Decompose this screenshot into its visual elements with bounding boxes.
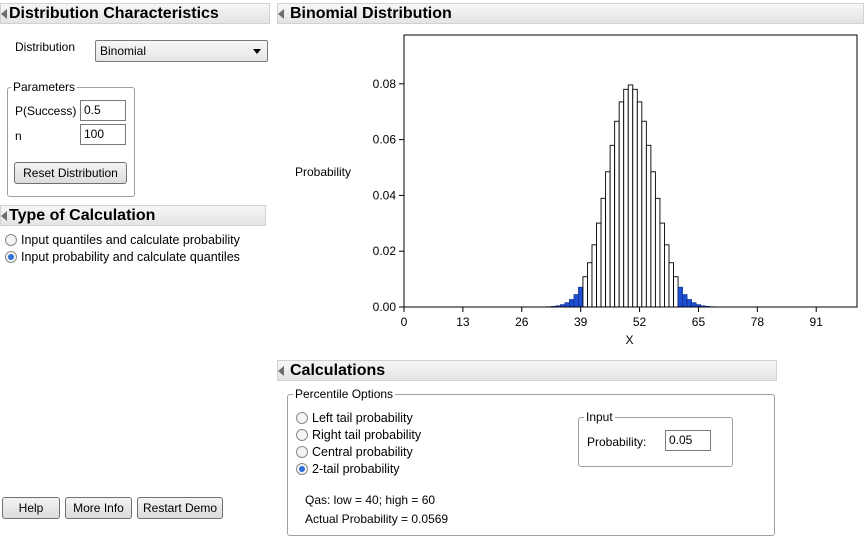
probability-input[interactable]: 0.05 bbox=[665, 430, 711, 451]
bar-x-61 bbox=[677, 286, 683, 308]
radio-button[interactable] bbox=[296, 429, 308, 441]
radio-two-tail[interactable]: 2-tail probability bbox=[296, 461, 400, 477]
x-tick-label: 52 bbox=[633, 315, 647, 329]
parameters-title: Parameters bbox=[11, 80, 78, 94]
bar-x-57 bbox=[659, 222, 665, 308]
radio-label: Input quantiles and calculate probabilit… bbox=[21, 233, 240, 247]
radio-button[interactable] bbox=[296, 412, 308, 424]
radio-button[interactable] bbox=[5, 234, 17, 246]
radio-label: Central probability bbox=[312, 445, 413, 459]
radio-central[interactable]: Central probability bbox=[296, 444, 413, 460]
bar-x-50 bbox=[627, 84, 634, 308]
x-tick-label: 78 bbox=[751, 315, 765, 329]
radio-button[interactable] bbox=[296, 446, 308, 458]
bar-x-36 bbox=[564, 302, 570, 308]
radio-right-tail[interactable]: Right tail probability bbox=[296, 427, 421, 443]
bar-x-59 bbox=[668, 262, 674, 308]
radio-label: Input probability and calculate quantile… bbox=[21, 250, 240, 264]
bar-x-54 bbox=[645, 144, 652, 308]
radio-label: 2-tail probability bbox=[312, 462, 400, 476]
y-tick-label: 0.02 bbox=[373, 244, 397, 258]
radio-input-quantiles[interactable]: Input quantiles and calculate probabilit… bbox=[5, 232, 240, 248]
bar-x-44 bbox=[600, 197, 607, 308]
binomial-distribution-header[interactable]: Binomial Distribution bbox=[277, 3, 864, 24]
bar-x-56 bbox=[654, 197, 661, 308]
x-axis-label: X bbox=[625, 333, 633, 347]
bar-x-47 bbox=[614, 120, 620, 308]
percentile-options-group bbox=[287, 394, 775, 536]
n-input[interactable]: 100 bbox=[80, 124, 126, 145]
bar-x-45 bbox=[605, 171, 611, 308]
bar-x-62 bbox=[682, 294, 688, 308]
collapse-triangle-icon[interactable] bbox=[1, 9, 7, 19]
help-button[interactable]: Help bbox=[2, 497, 60, 519]
bar-x-41 bbox=[587, 262, 593, 308]
x-tick-label: 13 bbox=[456, 315, 470, 329]
calculations-header[interactable]: Calculations bbox=[277, 360, 777, 381]
bar-x-49 bbox=[623, 88, 629, 308]
collapse-triangle-icon[interactable] bbox=[1, 211, 7, 221]
x-tick-label: 26 bbox=[515, 315, 529, 329]
y-tick-label: 0.04 bbox=[373, 188, 397, 202]
bar-x-60 bbox=[673, 276, 679, 308]
distribution-select-value: Binomial bbox=[100, 44, 147, 58]
bar-x-55 bbox=[650, 171, 656, 308]
bar-x-48 bbox=[618, 101, 625, 308]
type-of-calculation-header[interactable]: Type of Calculation bbox=[0, 205, 266, 226]
bar-x-63 bbox=[686, 299, 692, 308]
radio-label: Left tail probability bbox=[312, 411, 413, 425]
bar-x-53 bbox=[641, 120, 647, 308]
bar-x-42 bbox=[591, 244, 597, 308]
bar-x-64 bbox=[691, 302, 697, 308]
collapse-triangle-icon[interactable] bbox=[278, 366, 284, 376]
bar-x-43 bbox=[596, 222, 602, 308]
type-of-calculation-title: Type of Calculation bbox=[9, 207, 156, 224]
radio-button-selected[interactable] bbox=[296, 463, 308, 475]
collapse-triangle-icon[interactable] bbox=[278, 9, 284, 19]
n-label: n bbox=[15, 129, 22, 143]
bar-x-51 bbox=[632, 88, 638, 308]
binomial-chart: 0 13 26 39 52 65 78 91 0.00 0.02 0.04 0.06 0.08 X Prob… bbox=[295, 34, 858, 347]
radio-label: Right tail probability bbox=[312, 428, 422, 442]
x-tick-label: 39 bbox=[574, 315, 588, 329]
x-tick-label: 65 bbox=[692, 315, 706, 329]
y-tick-label: 0.08 bbox=[373, 77, 397, 91]
qas-result: Qas: low = 40; high = 60 bbox=[305, 493, 436, 507]
binomial-distribution-title: Binomial Distribution bbox=[290, 5, 452, 22]
bar-x-58 bbox=[664, 244, 670, 308]
chevron-down-icon[interactable] bbox=[253, 49, 261, 54]
actual-probability-result: Actual Probability = 0.0569 bbox=[305, 512, 449, 526]
bar-x-38 bbox=[573, 294, 579, 308]
distribution-select[interactable]: Binomial bbox=[95, 40, 268, 62]
bar-x-37 bbox=[569, 299, 575, 308]
y-axis-label: Probability bbox=[295, 165, 351, 179]
calculations-title: Calculations bbox=[290, 362, 386, 379]
input-group bbox=[578, 417, 733, 467]
probability-label: Probability: bbox=[587, 435, 647, 449]
bar-x-39 bbox=[578, 286, 584, 308]
x-tick-label: 0 bbox=[401, 315, 408, 329]
more-info-button[interactable]: More Info bbox=[65, 497, 132, 519]
y-tick-label: 0.00 bbox=[373, 300, 397, 314]
p-success-label: P(Success) bbox=[15, 104, 77, 118]
x-tick-label: 91 bbox=[810, 315, 824, 329]
bar-x-40 bbox=[582, 276, 588, 308]
y-tick-label: 0.06 bbox=[373, 133, 397, 147]
p-success-input[interactable]: 0.5 bbox=[80, 100, 126, 121]
distribution-characteristics-title: Distribution Characteristics bbox=[9, 5, 219, 22]
distribution-characteristics-header[interactable]: Distribution Characteristics bbox=[0, 3, 270, 24]
reset-distribution-button[interactable]: Reset Distribution bbox=[14, 162, 127, 184]
radio-left-tail[interactable]: Left tail probability bbox=[296, 410, 413, 426]
percentile-options-title: Percentile Options bbox=[293, 387, 396, 401]
bar-x-46 bbox=[609, 144, 616, 308]
distribution-label: Distribution bbox=[15, 40, 76, 54]
radio-button-selected[interactable] bbox=[5, 251, 17, 263]
radio-input-probability[interactable]: Input probability and calculate quantile… bbox=[5, 249, 240, 265]
bar-x-52 bbox=[636, 101, 643, 308]
input-title: Input bbox=[584, 410, 615, 424]
restart-demo-button[interactable]: Restart Demo bbox=[137, 497, 223, 519]
